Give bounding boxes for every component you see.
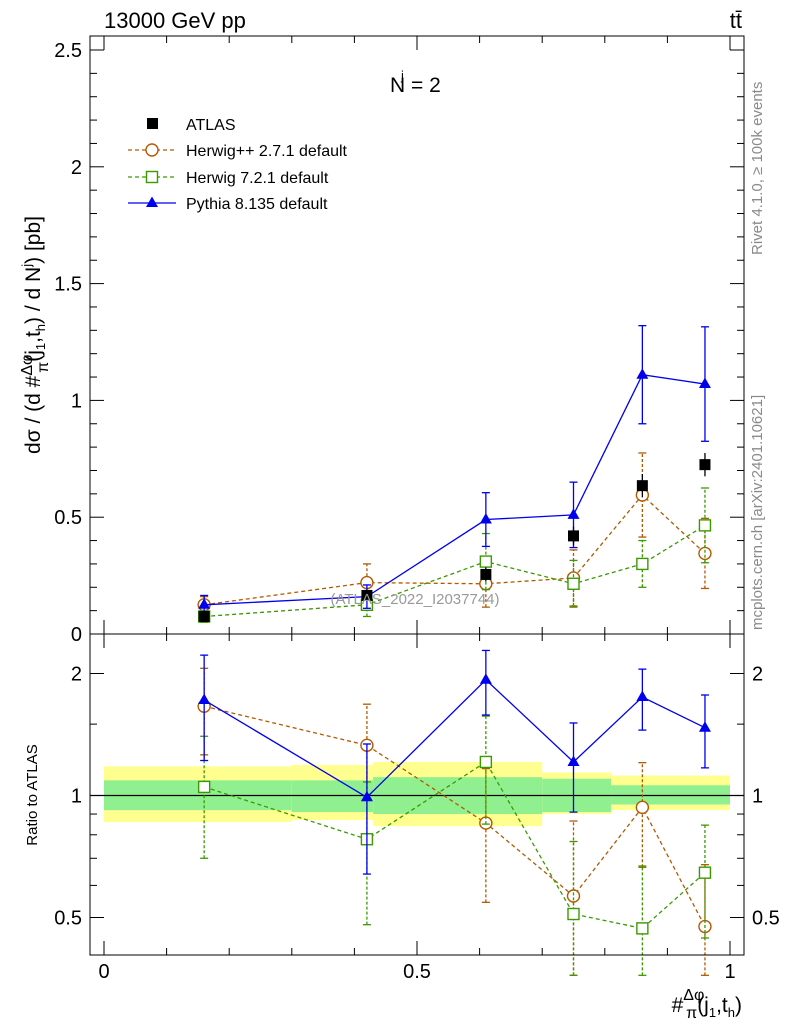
header-process-label: tt̄ — [730, 8, 742, 33]
main-series-atlas — [198, 452, 711, 622]
ratio-series-herwig7 — [197, 715, 712, 976]
ratio-band-inner — [611, 785, 730, 805]
legend-label-herwig7: Herwig 7.2.1 default — [186, 170, 329, 187]
main-ytick-label: 0 — [71, 624, 82, 646]
jet-multiplicity-annotation: N = 2 — [390, 74, 441, 97]
main-point-pythia — [636, 368, 649, 379]
ratio-xtick-label: 1 — [724, 961, 735, 983]
main-series-herwigpp — [197, 452, 712, 614]
rivet-version-label: Rivet 4.1.0, ≥ 100k events — [749, 82, 766, 255]
header-energy-label: 13000 GeV pp — [104, 8, 246, 33]
main-point-atlas — [480, 568, 492, 580]
legend-label-atlas: ATLAS — [186, 117, 236, 134]
legend: ATLAS Herwig++ 2.7.1 default Herwig 7.2.… — [128, 117, 348, 213]
legend-entry-pythia: Pythia 8.135 default — [128, 196, 328, 213]
ratio-point-pythia — [360, 790, 373, 802]
legend-entry-herwigpp: Herwig++ 2.7.1 default — [128, 143, 348, 160]
main-line-pythia — [204, 373, 706, 606]
ratio-ytick-label: 1 — [71, 786, 82, 808]
legend-marker-atlas — [147, 118, 158, 129]
main-line-herwigpp — [204, 494, 706, 606]
ratio-point-herwig7 — [698, 866, 712, 879]
ratio-xtick-label: 0 — [98, 961, 109, 983]
legend-marker-herwig7 — [145, 170, 159, 184]
ratio-band-inner — [291, 780, 374, 813]
main-point-herwig7 — [479, 555, 493, 568]
main-point-pythia — [567, 508, 580, 519]
svg-text:#Δφπ(j1,th): #Δφ π(j1,th) — [672, 987, 742, 1022]
mcplots-label: mcplots.cern.ch [arXiv:2401.10621] — [749, 395, 766, 630]
ratio-point-pythia — [636, 690, 649, 702]
analysis-watermark: (ATLAS_2022_I2037744) — [330, 591, 499, 608]
ratio-point-herwig7 — [197, 780, 211, 794]
legend-label-pythia: Pythia 8.135 default — [186, 196, 328, 213]
main-point-atlas — [568, 530, 579, 542]
main-point-atlas — [361, 589, 373, 601]
main-point-herwig7 — [636, 557, 649, 571]
main-series-pythia — [198, 324, 711, 615]
jet-multiplicity-sup: j — [400, 68, 404, 83]
ratio-panel: 0.5 0.5 1 1 2 2 0 0.5 1 — [54, 633, 780, 983]
x-axis-label: #Δφ π(j1,th) — [672, 987, 742, 1022]
main-point-pythia — [479, 513, 492, 524]
ratio-line-herwigpp — [204, 705, 706, 927]
ratio-xtick-label: 0.5 — [403, 961, 431, 983]
main-point-pythia — [198, 598, 211, 609]
legend-label-herwigpp: Herwig++ 2.7.1 default — [186, 143, 348, 160]
ratio-point-herwigpp — [635, 800, 650, 815]
svg-text:dσ / (d #Δφπ(j1,th) / d Nj) [p: dσ / (d #Δφπ(j1,th) / d Nj) [pb] — [19, 216, 52, 454]
ratio-ytick-label: 0.5 — [54, 908, 82, 930]
ratio-ytick-label: 2 — [71, 664, 82, 686]
legend-marker-herwigpp — [145, 143, 159, 157]
legend-marker-pythia — [146, 196, 158, 207]
main-line-herwig7 — [204, 524, 706, 618]
ratio-point-pythia — [567, 755, 580, 766]
main-point-pythia — [698, 377, 711, 389]
ratio-ytick-label-right: 2 — [752, 664, 763, 686]
ratio-point-herwig7 — [479, 755, 493, 769]
main-ytick-label: 2.5 — [54, 40, 82, 62]
ratio-ylabel: Ratio to ATLAS — [24, 744, 41, 845]
ratio-point-pythia — [479, 673, 492, 684]
legend-entry-herwig7: Herwig 7.2.1 default — [128, 170, 329, 187]
ratio-point-herwig7 — [636, 922, 649, 935]
main-ytick-label: 2 — [71, 157, 82, 179]
ratio-point-herwig7 — [567, 907, 580, 921]
ratio-ytick-label-right: 0.5 — [752, 908, 780, 930]
main-point-atlas — [198, 610, 210, 622]
main-ytick-label: 1 — [71, 390, 82, 412]
main-ylabel: dσ / (d #Δφπ(j1,th) / d Nj) [pb] — [19, 216, 52, 454]
legend-entry-atlas: ATLAS — [147, 117, 236, 134]
ratio-line-pythia — [203, 678, 706, 799]
main-point-atlas — [636, 480, 648, 492]
ratio-point-pythia — [698, 721, 711, 732]
ratio-point-pythia — [198, 693, 211, 705]
main-ytick-label: 0.5 — [54, 507, 82, 529]
main-ytick-label: 1.5 — [54, 274, 82, 296]
ratio-ytick-label-right: 1 — [752, 786, 763, 808]
ratio-series-pythia — [198, 649, 711, 875]
ratio-line-herwig7 — [203, 761, 706, 930]
main-point-herwig7 — [567, 577, 580, 590]
main-point-atlas — [699, 459, 711, 471]
main-point-herwig7 — [698, 519, 712, 532]
